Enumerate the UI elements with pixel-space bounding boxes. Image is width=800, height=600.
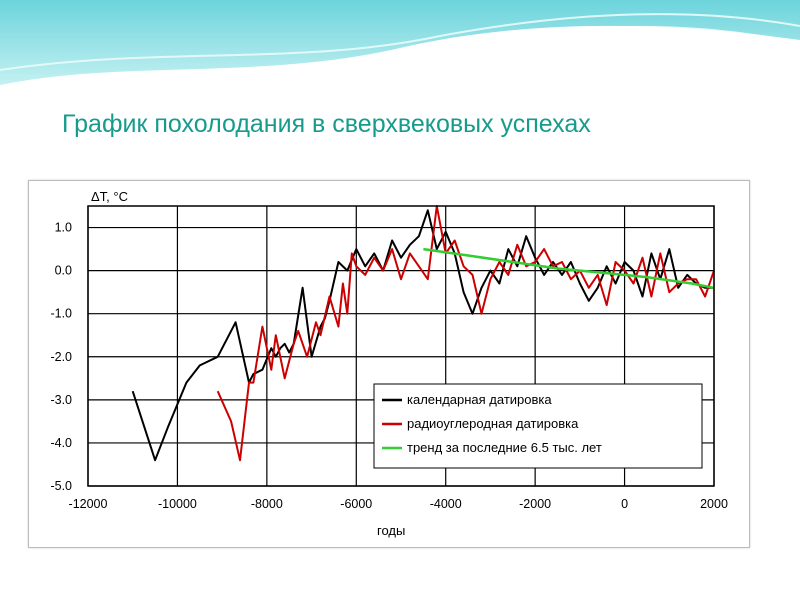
x-tick-label: -10000 xyxy=(158,497,197,511)
x-tick-label: 0 xyxy=(621,497,628,511)
series-line-2 xyxy=(216,205,715,462)
y-tick-label: -2.0 xyxy=(50,350,72,364)
legend-entry: тренд за последние 6.5 тыс. лет xyxy=(407,440,602,455)
slide-title: График похолодания в сверхвековых успеха… xyxy=(62,110,591,138)
legend: календарная датировка радиоуглеродная дат… xyxy=(373,383,703,469)
y-tick-label: 0.0 xyxy=(55,264,72,278)
series-line-3 xyxy=(423,247,715,290)
header-wave-decoration xyxy=(0,0,800,90)
plot-frame xyxy=(87,205,715,487)
x-axis-label: годы xyxy=(377,523,405,538)
y-tick-label: -5.0 xyxy=(50,479,72,493)
y-tick-label: -3.0 xyxy=(50,393,72,407)
x-tick-label: -8000 xyxy=(251,497,283,511)
y-tick-label: -1.0 xyxy=(50,307,72,321)
x-tick-label: -12000 xyxy=(69,497,108,511)
legend-entry: радиоуглеродная датировка xyxy=(407,416,579,431)
x-tick-label: -4000 xyxy=(430,497,462,511)
y-tick-label: 1.0 xyxy=(55,221,72,235)
x-tick-label: -6000 xyxy=(340,497,372,511)
series-lines xyxy=(131,205,715,462)
x-tick-label: 2000 xyxy=(700,497,728,511)
temperature-chart: -12000 -10000 -8000 -6000 -4000 -2000 0 2000 1.0… xyxy=(50,189,727,538)
legend-box xyxy=(373,383,703,469)
chart-panel: -12000 -10000 -8000 -6000 -4000 -2000 0 2000 1.0… xyxy=(28,180,750,548)
tick-labels: -12000 -10000 -8000 -6000 -4000 -2000 0 2000 1.0… xyxy=(50,221,727,511)
y-axis-label: ΔT, °C xyxy=(91,189,128,204)
legend-entry: календарная датировка xyxy=(407,392,552,407)
y-tick-label: -4.0 xyxy=(50,436,72,450)
x-tick-label: -2000 xyxy=(519,497,551,511)
